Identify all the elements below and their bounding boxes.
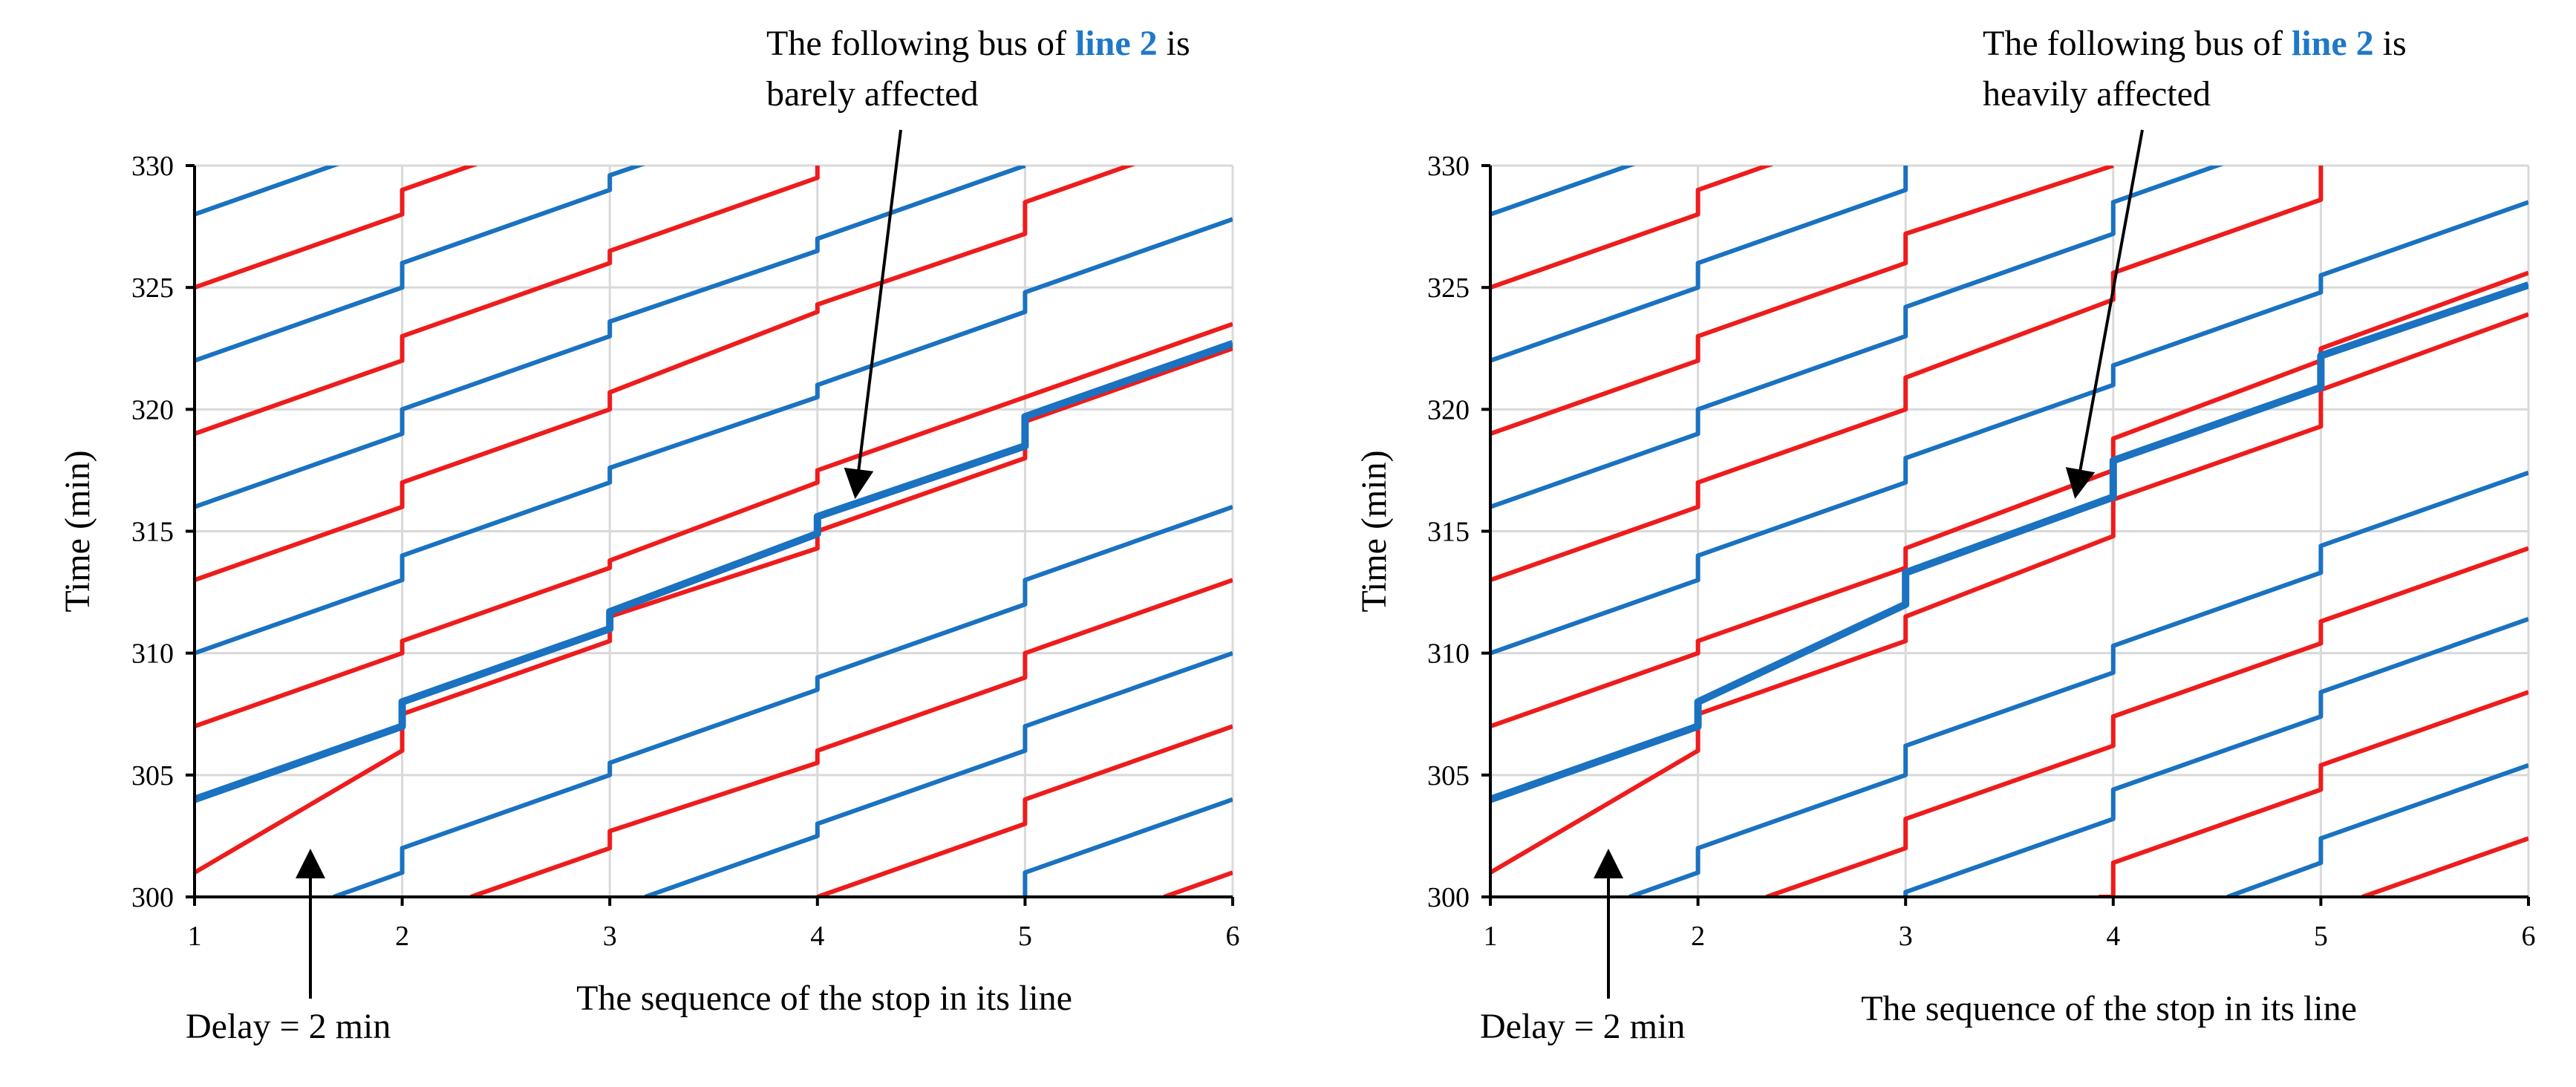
trajectory-line1-6	[2099, 690, 2528, 897]
x-tick-label: 3	[603, 921, 617, 952]
trajectory-line1-3	[1490, 166, 1774, 290]
y-tick-label: 320	[131, 394, 174, 425]
x-tick-label: 6	[1226, 921, 1240, 952]
y-tick-label: 315	[1427, 517, 1470, 548]
annotation-following-bus: The following bus of line 2 is	[1983, 24, 2407, 63]
x-tick-label: 2	[1691, 921, 1705, 952]
y-axis-label: Time (min)	[1354, 450, 1394, 612]
y-axis-label: Time (min)	[58, 450, 97, 612]
y-tick-label: 330	[1427, 151, 1470, 182]
annotation-arrow	[844, 129, 902, 499]
y-tick-label: 330	[131, 151, 174, 182]
trajectory-line1-5	[1765, 546, 2528, 897]
trajectory-line1-7	[1163, 870, 1233, 897]
x-tick-label: 4	[810, 921, 824, 952]
annotation-delay: Delay = 2 min	[1480, 1007, 1685, 1046]
trajectory-line2-9	[1490, 166, 2224, 509]
annotation-following-bus: The following bus of line 2 is	[766, 24, 1190, 63]
x-tick-label: 2	[395, 921, 409, 952]
x-tick-label: 5	[2314, 921, 2328, 952]
trajectory-line1-0	[195, 321, 1233, 729]
trajectory-line2-8	[1490, 200, 2528, 656]
chart-panel-1: 1 2 3 4 5 6 300 305 310 315 320 325 330 The sequence …	[58, 24, 1240, 1046]
y-tick-label: 325	[131, 272, 174, 304]
trajectory-line1-2	[195, 166, 820, 437]
x-axis-label: The sequence of the stop in its line	[1861, 989, 2357, 1028]
trajectory-line2-12	[333, 504, 1233, 897]
x-tick-label: 4	[2106, 921, 2120, 952]
annotation-effect: heavily affected	[1983, 74, 2211, 114]
x-tick-label: 5	[1018, 921, 1032, 952]
y-tick-label: 320	[1427, 394, 1470, 425]
y-tick-label: 325	[1427, 272, 1470, 304]
trajectory-line2-11	[1490, 166, 1636, 217]
trajectory-line2-14	[2226, 763, 2528, 897]
trajectory-line1-1	[195, 166, 1136, 583]
y-tick-label: 300	[1427, 882, 1470, 913]
trajectory-line2-10	[195, 166, 645, 363]
x-tick-label: 1	[1484, 921, 1498, 952]
y-tick-label: 315	[131, 517, 174, 548]
annotation-effect: barely affected	[766, 74, 979, 114]
y-tick-label: 300	[131, 882, 174, 913]
annotation-delay: Delay = 2 min	[186, 1007, 391, 1046]
x-tick-label: 3	[1899, 921, 1913, 952]
series-group	[1490, 166, 2528, 897]
trajectory-line2-9	[195, 166, 1026, 509]
y-tick-label: 310	[1427, 639, 1470, 670]
trajectory-line2-8	[195, 217, 1233, 656]
highlight-trajectory-line2-15	[1490, 281, 2528, 803]
x-tick-label: 1	[188, 921, 202, 952]
trajectory-line1-3	[195, 166, 478, 290]
trajectory-line1-4	[1490, 312, 2528, 875]
highlight-trajectory-line2-15	[195, 339, 1233, 803]
trajectory-line1-2	[1490, 166, 2114, 437]
trajectory-line1-7	[2361, 836, 2528, 897]
y-tick-label: 305	[131, 760, 174, 791]
trajectory-line2-12	[1628, 470, 2528, 897]
trajectory-line1-1	[1490, 166, 2324, 583]
x-tick-label: 6	[2522, 921, 2536, 952]
trajectory-line2-14	[1023, 797, 1233, 897]
trajectory-line2-13	[1903, 616, 2528, 897]
trajectory-line2-11	[195, 166, 340, 217]
y-tick-label: 305	[1427, 760, 1470, 791]
trajectory-line2-10	[1490, 166, 1908, 363]
y-tick-label: 310	[131, 639, 174, 670]
annotation-arrow	[2065, 129, 2144, 499]
trajectory-line1-6	[816, 724, 1233, 897]
trajectory-line2-13	[644, 650, 1233, 897]
chart-panel-2: 1 2 3 4 5 6 300 305 310 315 320 325 330 The sequence …	[1354, 24, 2536, 1046]
x-axis-label: The sequence of the stop in its line	[576, 979, 1072, 1018]
trajectory-line1-4	[195, 346, 1233, 875]
series-group	[195, 166, 1233, 897]
trajectory-line1-5	[469, 578, 1233, 897]
